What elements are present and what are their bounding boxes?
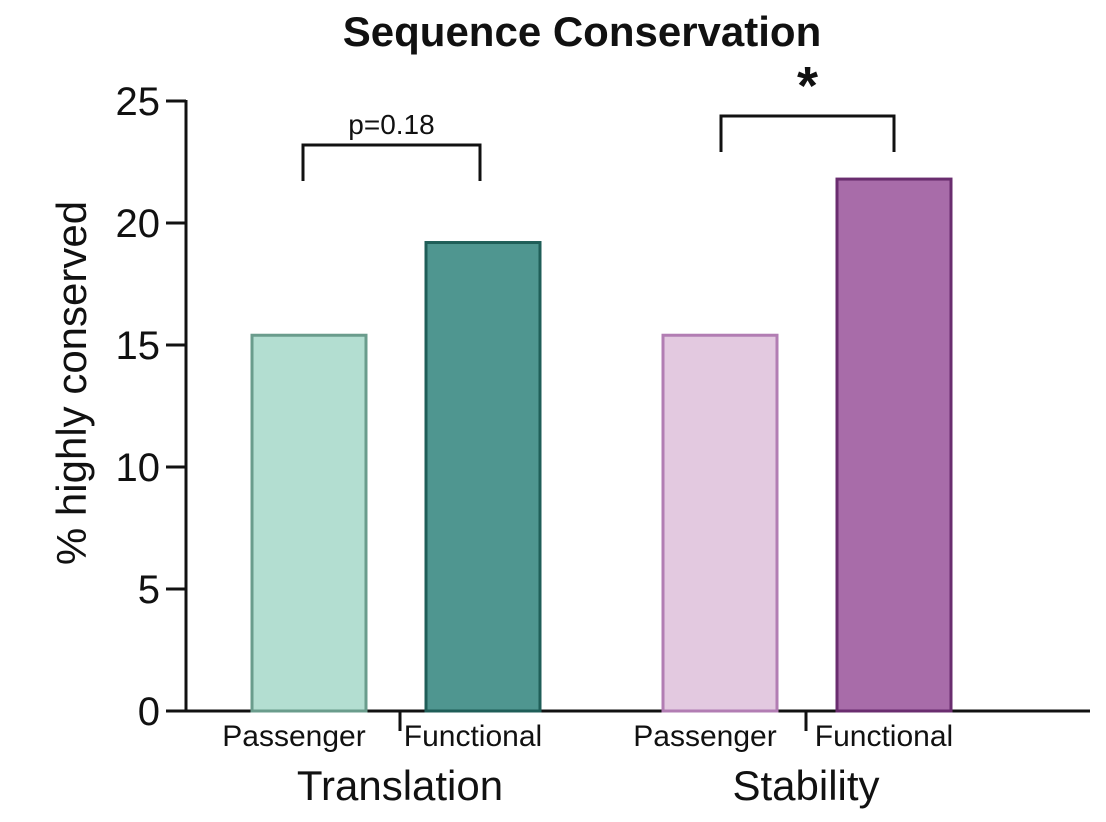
y-tick-label: 20	[116, 202, 161, 246]
bar-stability-functional	[835, 177, 953, 713]
significance-annotations: p=0.18 *	[301, 56, 896, 181]
bar-translation-functional	[424, 241, 542, 713]
y-axis-label: % highly conserved	[48, 201, 95, 565]
chart-title: Sequence Conservation	[343, 8, 821, 55]
bars	[250, 177, 953, 713]
group-label: Stability	[732, 762, 879, 809]
y-tick-label: 15	[116, 324, 161, 368]
y-tick-label: 25	[116, 80, 161, 124]
significance-bracket	[719, 114, 896, 152]
bar-stability-passenger	[661, 333, 779, 713]
group-label: Translation	[297, 762, 503, 809]
category-label: Functional	[815, 720, 953, 753]
category-labels: Passenger Functional Translation Passenger F…	[222, 711, 953, 809]
y-tick-label: 5	[138, 568, 160, 612]
significance-label: p=0.18	[348, 109, 434, 140]
category-label: Passenger	[222, 720, 365, 753]
significance-bracket	[301, 143, 482, 181]
category-label: Passenger	[633, 720, 776, 753]
bar-translation-passenger	[250, 333, 368, 713]
y-tick-label: 0	[138, 690, 160, 734]
category-label: Functional	[404, 720, 542, 753]
y-tick-label: 10	[116, 446, 161, 490]
significance-label: *	[797, 56, 818, 116]
